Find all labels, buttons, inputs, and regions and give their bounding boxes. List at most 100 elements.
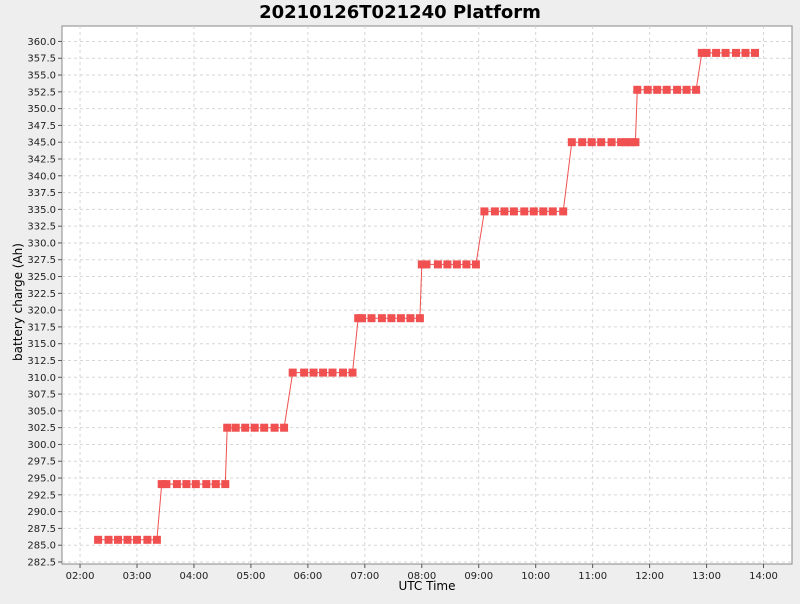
data-point (617, 138, 626, 147)
data-point (643, 85, 652, 94)
data-point (348, 368, 357, 377)
data-point (367, 314, 376, 323)
y-tick-label: 322.5 (27, 289, 56, 300)
data-point (280, 423, 289, 432)
series-layer (94, 48, 759, 544)
data-point (490, 207, 499, 216)
y-tick-label: 305.0 (27, 406, 56, 417)
y-tick-label: 355.0 (27, 71, 56, 82)
data-point (443, 260, 452, 269)
y-tick-label: 352.5 (27, 87, 56, 98)
x-tick-label: 07:00 (350, 571, 379, 582)
y-tick-label: 340.0 (27, 171, 56, 182)
y-tick-label: 327.5 (27, 255, 56, 266)
data-point (211, 480, 220, 489)
data-point (319, 368, 328, 377)
data-point (133, 535, 141, 544)
data-point (162, 480, 171, 489)
x-tick-label: 06:00 (293, 571, 322, 582)
y-tick-label: 297.5 (27, 457, 56, 468)
y-tick-label: 347.5 (27, 121, 56, 132)
data-point (732, 48, 740, 57)
y-tick-label: 292.5 (27, 490, 56, 501)
data-point (480, 207, 489, 216)
data-point (172, 480, 181, 489)
data-point (406, 314, 415, 323)
data-point (548, 207, 557, 216)
data-point (157, 480, 166, 489)
data-point (559, 207, 568, 216)
data-point (631, 138, 640, 147)
x-tick-label: 02:00 (66, 571, 95, 582)
data-point (250, 423, 259, 432)
x-tick-label: 10:00 (521, 571, 550, 582)
data-point (662, 85, 671, 94)
y-tick-label: 295.0 (27, 474, 56, 485)
y-tick-label: 335.0 (27, 205, 56, 216)
data-point (712, 48, 721, 57)
y-axis-label: battery charge (Ah) (11, 243, 25, 361)
x-tick-label: 03:00 (123, 571, 152, 582)
data-point (231, 423, 240, 432)
data-point (702, 48, 711, 57)
data-point (114, 535, 122, 544)
y-tick-label: 325.0 (27, 272, 56, 283)
y-tick-label: 315.0 (27, 339, 56, 350)
data-point (578, 138, 587, 147)
data-point (626, 138, 635, 147)
y-tick-label: 337.5 (27, 188, 56, 199)
y-tick-label: 320.0 (27, 306, 56, 317)
x-tick-label: 04:00 (180, 571, 209, 582)
x-tick-label: 05:00 (236, 571, 265, 582)
data-point (152, 535, 161, 544)
data-point (697, 48, 706, 57)
y-tick-label: 312.5 (27, 356, 56, 367)
data-point (221, 480, 230, 489)
data-point (741, 48, 750, 57)
y-tick-label: 330.0 (27, 238, 56, 249)
data-point (417, 260, 426, 269)
y-tick-label: 282.5 (27, 557, 56, 568)
data-point (260, 423, 269, 432)
data-point (396, 314, 405, 323)
y-tick-label: 332.5 (27, 222, 56, 233)
data-point (673, 85, 682, 94)
y-tick-label: 290.0 (27, 507, 56, 518)
data-point (433, 260, 442, 269)
y-tick-label: 287.5 (27, 524, 56, 535)
data-point (539, 207, 548, 216)
data-point (328, 368, 337, 377)
data-point (751, 48, 759, 57)
data-point (339, 368, 347, 377)
data-point (377, 314, 386, 323)
x-axis: 02:00 03:00 04:00 05:00 06:00 07:00 08:00 09:00… (66, 564, 778, 582)
data-point (191, 480, 200, 489)
y-tick-label: 307.5 (27, 390, 56, 401)
data-point (509, 207, 518, 216)
data-point (471, 260, 480, 269)
data-point (587, 138, 596, 147)
data-point (529, 207, 538, 216)
chart-title: 20210126T021240 Platform (259, 2, 541, 23)
data-point (653, 85, 662, 94)
y-tick-label: 310.0 (27, 373, 56, 384)
data-point (682, 85, 691, 94)
data-point (309, 368, 318, 377)
x-tick-label: 09:00 (464, 571, 493, 582)
x-tick-label: 14:00 (749, 571, 778, 582)
y-tick-label: 350.0 (27, 104, 56, 115)
data-point (123, 535, 132, 544)
y-tick-label: 302.5 (27, 423, 56, 434)
data-point (288, 368, 297, 377)
data-point (270, 423, 279, 432)
y-tick-label: 300.0 (27, 440, 56, 451)
plot-area (61, 25, 793, 565)
y-axis: 282.5 285.0 287.5 290.0 292.5 295.0 297.5 300.0… (27, 37, 62, 568)
data-point (422, 260, 431, 269)
y-tick-label: 285.0 (27, 541, 56, 552)
data-point (607, 138, 616, 147)
data-point (452, 260, 461, 269)
data-point (223, 423, 232, 432)
